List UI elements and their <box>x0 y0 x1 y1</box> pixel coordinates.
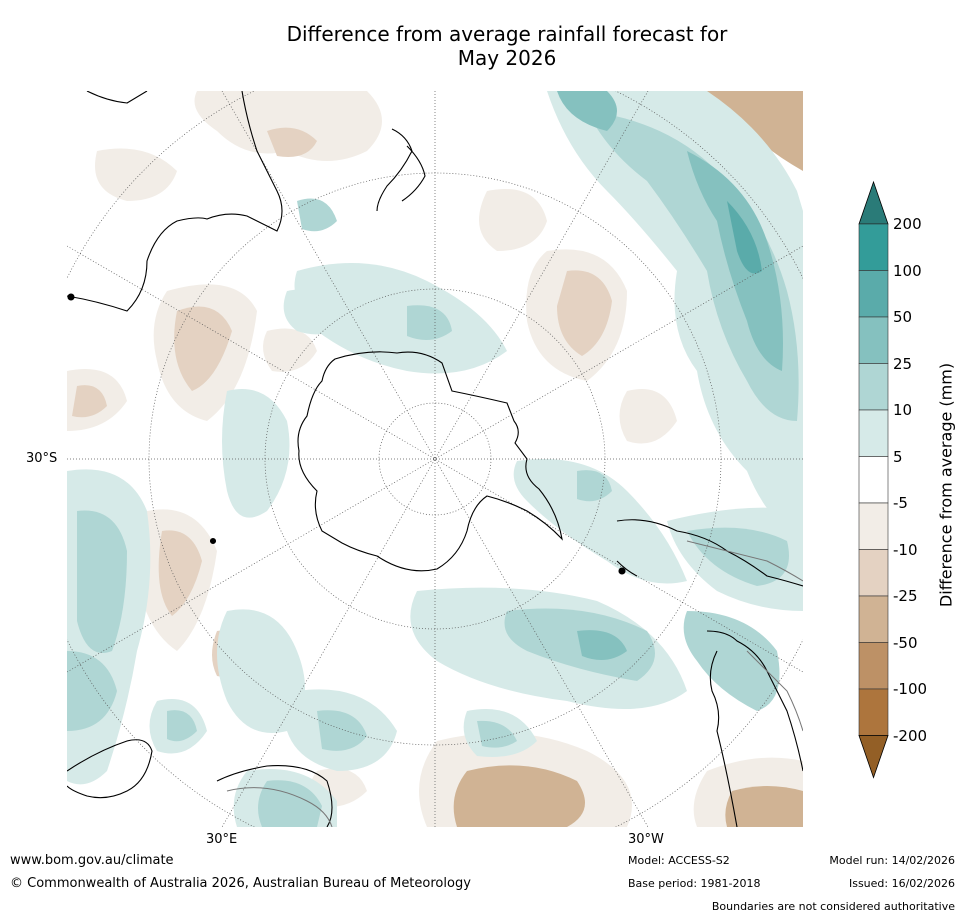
rainfall-anomaly-map[interactable] <box>67 91 803 827</box>
colorbar-box-m50_m100 <box>858 642 889 690</box>
colorbar-label: Difference from average (mm) <box>936 362 956 608</box>
colorbar-box-m5_m10 <box>858 502 889 550</box>
dry-anomaly-patches <box>67 91 803 827</box>
colorbar-box-5_10 <box>858 409 889 457</box>
map-title: Difference from average rainfall forecas… <box>0 22 965 70</box>
colorbar-tick-label: 5 <box>893 447 903 466</box>
colorbar-tick-label: -10 <box>893 540 918 559</box>
colorbar-tick-label: -25 <box>893 587 918 605</box>
colorbar-box-m100_m200 <box>858 688 889 736</box>
latitude-label-30s: 30°S <box>26 451 58 466</box>
colorbar-tick-label: -50 <box>893 633 918 652</box>
footer-model: Model: ACCESS-S2 <box>628 854 730 867</box>
colorbar-tick-label: 50 <box>893 308 913 326</box>
colorbar-box-m10_m25 <box>858 549 889 597</box>
longitude-label-30w: 30°W <box>628 832 664 847</box>
longitude-label-30e: 30°E <box>206 832 238 847</box>
colorbar-tick-label: 10 <box>893 401 913 419</box>
colorbar-box-10_25 <box>858 363 889 411</box>
colorbar-box-25_50 <box>858 316 889 364</box>
colorbar-box-50_100 <box>858 270 889 318</box>
colorbar-box-m25_m50 <box>858 595 889 643</box>
footer-model-run: Model run: 14/02/2026 <box>829 854 955 867</box>
colorbar <box>858 180 889 779</box>
colorbar-boxes <box>858 180 889 779</box>
colorbar-box-gt100 <box>858 223 889 271</box>
footer-copyright: © Commonwealth of Australia 2026, Austra… <box>10 876 471 891</box>
wet-anomaly-patches <box>67 91 803 827</box>
colorbar-under-triangle <box>858 735 889 779</box>
footer-disclaimer: Boundaries are not considered authoritat… <box>711 900 955 913</box>
footer-issued: Issued: 16/02/2026 <box>848 877 955 890</box>
colorbar-box-neutral <box>858 456 889 504</box>
colorbar-tick-label: 100 <box>893 261 922 280</box>
footer-base-period: Base period: 1981-2018 <box>628 877 761 890</box>
title-line-2: May 2026 <box>457 46 557 70</box>
colorbar-tick-label: -100 <box>893 680 928 698</box>
colorbar-tick-label: 25 <box>893 354 913 373</box>
colorbar-tick-label: -5 <box>893 494 908 512</box>
country-boundaries <box>226 540 803 827</box>
colorbar-tick-label: 200 <box>893 215 922 233</box>
footer-url[interactable]: www.bom.gov.au/climate <box>10 853 174 868</box>
graticule <box>67 91 803 827</box>
colorbar-tick-label: -200 <box>893 726 928 745</box>
title-line-1: Difference from average rainfall forecas… <box>286 22 728 46</box>
colorbar-over-triangle <box>858 180 889 225</box>
